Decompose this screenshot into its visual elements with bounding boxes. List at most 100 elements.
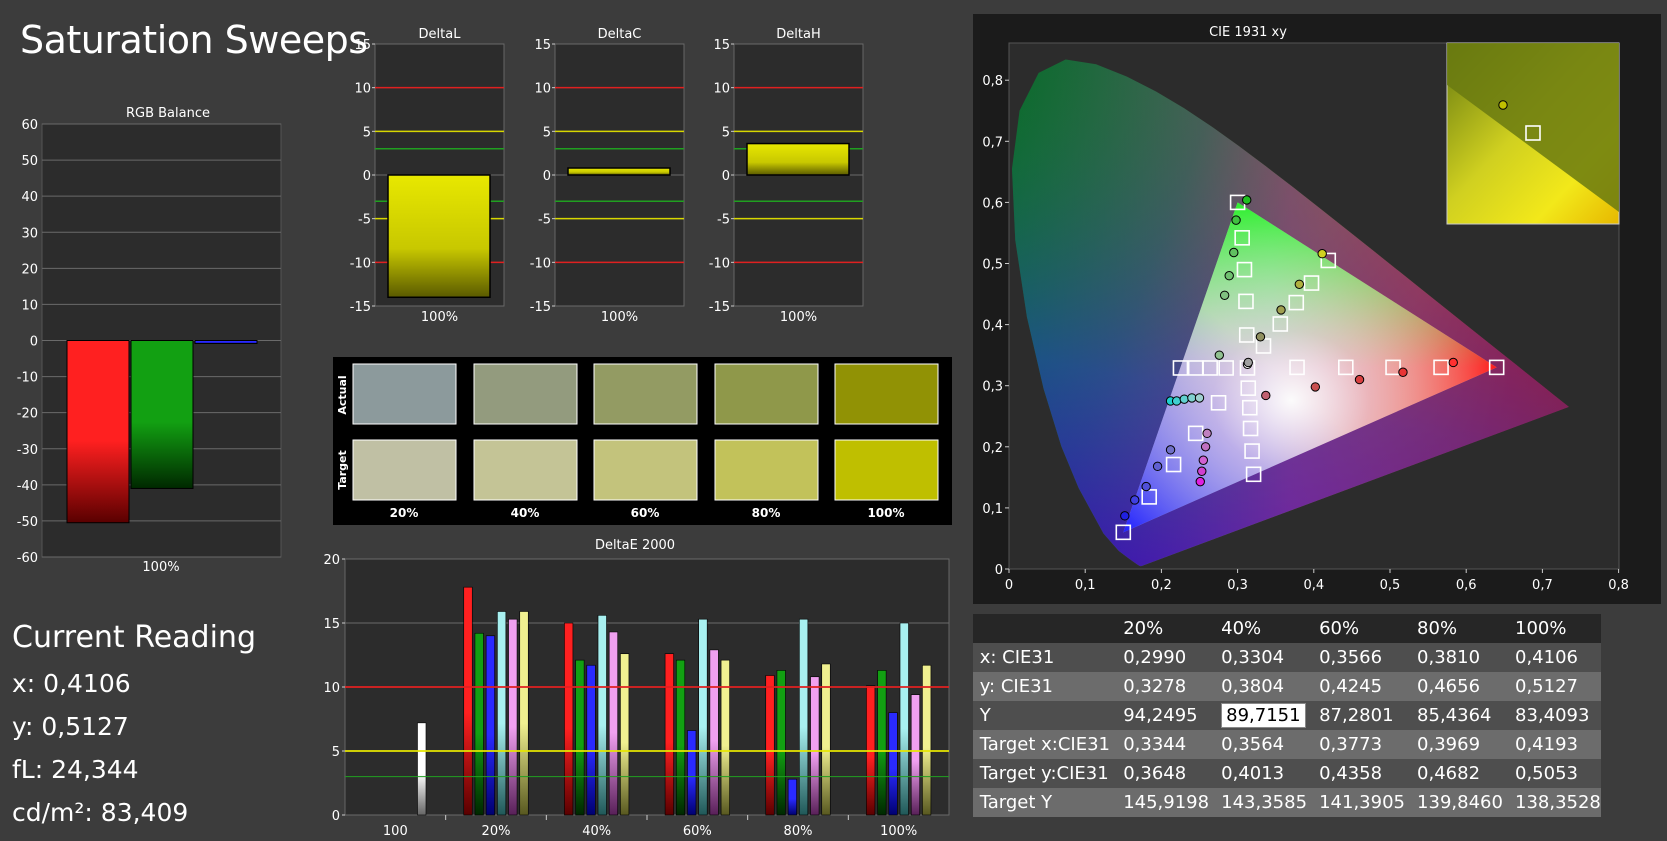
cie-target-marker — [1236, 261, 1253, 278]
swatch-target — [834, 439, 939, 501]
delta-y-tick-label: -5 — [538, 213, 551, 228]
table-cell[interactable]: 94,2495 — [1111, 701, 1210, 730]
rgb-x-tick-label: 100% — [142, 560, 179, 575]
cie-y-tick-label: 0,3 — [982, 380, 1003, 395]
delta-y-tick-label: 15 — [713, 38, 730, 53]
row-label: x: CIE31 — [973, 643, 1112, 672]
table-cell[interactable]: 138,3528 — [1503, 788, 1601, 817]
deltae-bar-yellow — [519, 611, 529, 816]
cie-measured-point — [1165, 445, 1176, 455]
table-cell[interactable]: 0,4193 — [1503, 730, 1601, 759]
table-cell[interactable]: 0,3566 — [1307, 643, 1406, 672]
swatch-actual — [714, 363, 819, 425]
table-row[interactable]: Target Y 145,9198 143,3585 141,3905 139,… — [973, 788, 1601, 817]
cie-measured-point — [1448, 357, 1458, 368]
table-cell[interactable]: 139,8460 — [1405, 788, 1503, 817]
cie-measured-point — [1224, 271, 1234, 281]
table-cell[interactable]: 0,4358 — [1307, 759, 1406, 788]
table-cell[interactable]: 143,3585 — [1209, 788, 1308, 817]
cie-y-tick-label: 0,7 — [982, 135, 1003, 150]
table-header-cell: 80% — [1405, 614, 1503, 643]
table-row[interactable]: Y 94,2495 89,7151 87,2801 85,4364 83,409… — [973, 701, 1601, 730]
cie-measured-point — [1219, 290, 1230, 300]
cie-target-marker — [1234, 230, 1250, 246]
table-row[interactable]: x: CIE31 0,2990 0,3304 0,3566 0,3810 0,4… — [973, 643, 1601, 672]
cie-measured-point — [1120, 511, 1130, 521]
deltae-bar-cyan — [497, 611, 507, 816]
table-cell[interactable]: 0,4682 — [1405, 759, 1503, 788]
table-cell[interactable]: 0,5053 — [1503, 759, 1601, 788]
table-cell[interactable]: 0,3648 — [1111, 759, 1210, 788]
deltae-bar-red — [564, 622, 574, 816]
deltae-x-tick-label: 80% — [784, 824, 813, 839]
table-cell[interactable]: 87,2801 — [1307, 701, 1406, 730]
swatch-step-label: 60% — [631, 506, 660, 520]
reading-y: y: 0,5127 — [12, 712, 129, 741]
deltae-bar-yellow — [720, 659, 730, 816]
selected-cell-value[interactable]: 89,7151 — [1221, 703, 1306, 728]
table-row[interactable]: Target y:CIE31 0,3648 0,4013 0,4358 0,46… — [973, 759, 1601, 788]
table-cell[interactable]: 0,4245 — [1307, 672, 1406, 701]
deltae-bar-magenta — [709, 649, 719, 816]
cie-measured-point — [1130, 495, 1140, 505]
table-row[interactable]: y: CIE31 0,3278 0,3804 0,4245 0,4656 0,5… — [973, 672, 1601, 701]
table-cell[interactable]: 0,2990 — [1111, 643, 1210, 672]
table-cell[interactable]: 0,4013 — [1209, 759, 1308, 788]
rgb-y-tick-label: 50 — [21, 154, 38, 169]
delta-y-tick-label: -15 — [350, 300, 371, 315]
table-header-cell: 60% — [1307, 614, 1406, 643]
table-cell[interactable]: 85,4364 — [1405, 701, 1503, 730]
table-cell-selected[interactable]: 89,7151 — [1209, 701, 1308, 730]
table-header-corner — [973, 614, 1112, 643]
rgb-bar-red — [66, 340, 130, 524]
table-cell[interactable]: 0,3804 — [1209, 672, 1308, 701]
current-reading-title: Current Reading — [12, 620, 256, 655]
table-cell[interactable]: 0,3773 — [1307, 730, 1406, 759]
table-cell[interactable]: 0,3278 — [1111, 672, 1210, 701]
table-cell[interactable]: 0,3810 — [1405, 643, 1503, 672]
row-gutter — [973, 730, 974, 759]
rgb-y-tick-label: 60 — [21, 118, 38, 133]
table-cell[interactable]: 141,3905 — [1307, 788, 1406, 817]
cie-measured-point — [1243, 357, 1253, 368]
deltae-bar-red — [664, 653, 674, 816]
cie-gamut-white-shade — [1123, 202, 1497, 533]
deltae-x-tick-label: 60% — [683, 824, 712, 839]
delta-y-tick-label: -5 — [358, 213, 371, 228]
deltae-x-tick-label: 40% — [582, 824, 611, 839]
swatch-step-label: 80% — [752, 506, 781, 520]
deltae-bar-white — [417, 722, 427, 816]
table-header-cell: 40% — [1209, 614, 1308, 643]
cie-target-marker — [1338, 359, 1354, 376]
table-cell[interactable]: 0,4656 — [1405, 672, 1503, 701]
cie-x-tick-label: 0,5 — [1380, 578, 1401, 593]
reading-cdm2: cd/m²: 83,409 — [12, 798, 189, 827]
cie-measured-point — [1214, 350, 1225, 360]
row-gutter — [973, 788, 974, 817]
row-label: Y — [973, 701, 1112, 730]
rgb-y-tick-label: 40 — [21, 190, 38, 205]
deltae-bar-red — [765, 675, 775, 816]
cie-measured-point — [1317, 249, 1327, 259]
table-row[interactable]: Target x:CIE31 0,3344 0,3564 0,3773 0,39… — [973, 730, 1601, 759]
table-cell[interactable]: 0,3564 — [1209, 730, 1308, 759]
cie-measured-point — [1200, 442, 1211, 452]
table-cell[interactable]: 0,3304 — [1209, 643, 1308, 672]
table-cell[interactable]: 145,9198 — [1111, 788, 1210, 817]
cie-measured-point — [1198, 455, 1209, 465]
rgb-bar-green — [130, 340, 194, 489]
table-cell[interactable]: 0,3969 — [1405, 730, 1503, 759]
table-cell[interactable]: 0,4106 — [1503, 643, 1601, 672]
cie-measured-point — [1179, 394, 1189, 404]
cie-measured-point — [1152, 461, 1163, 472]
rgb-y-tick-label: 20 — [21, 262, 38, 277]
swatch-actual — [593, 363, 698, 425]
cie-measured-point — [1242, 195, 1252, 205]
table-cell[interactable]: 83,4093 — [1503, 701, 1601, 730]
deltae-bar-green — [474, 632, 484, 816]
table-cell[interactable]: 0,5127 — [1503, 672, 1601, 701]
deltae-bar-green — [575, 659, 585, 816]
cie-target-marker — [1245, 466, 1262, 483]
table-cell[interactable]: 0,3344 — [1111, 730, 1210, 759]
row-gutter — [973, 759, 974, 788]
